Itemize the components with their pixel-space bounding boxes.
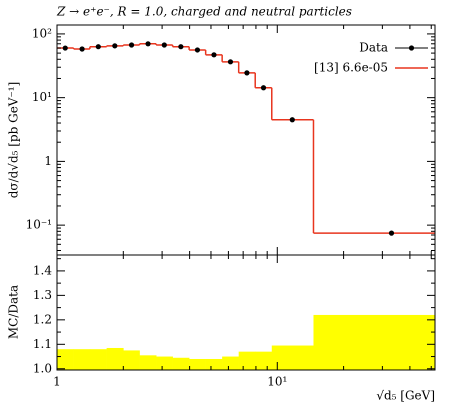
ratio-band [73, 349, 91, 370]
y-tick-label: 1 [44, 154, 52, 168]
y-tick-label: 1.0 [33, 361, 52, 375]
y-tick-label: 1.3 [33, 288, 52, 302]
y-tick-label: 1.1 [33, 337, 52, 351]
data-point [289, 117, 295, 123]
ratio-band [255, 351, 273, 370]
ratio-band [205, 358, 223, 370]
plot-frame [56, 24, 436, 256]
data-point [227, 59, 234, 65]
chart-title: Z → e⁺e⁻, R = 1.0, charged and neutral p… [56, 5, 352, 19]
plot-frame [56, 254, 436, 371]
data-point [145, 41, 151, 47]
x-tick-label: 10¹ [267, 375, 287, 389]
data-point [194, 47, 201, 53]
data-point [161, 42, 167, 48]
ratio-band [271, 345, 314, 370]
data-point [128, 42, 135, 48]
y-tick-label: 1.4 [33, 263, 52, 277]
data-point [260, 85, 267, 91]
y-tick-label: 10⁻¹ [26, 218, 52, 232]
ratio-band [156, 356, 173, 370]
ratio-band [222, 356, 239, 370]
ratio-band [172, 357, 190, 370]
ratio-band [313, 314, 436, 370]
data-point [178, 44, 184, 50]
ratio-band [57, 349, 74, 370]
legend-swatch [408, 45, 415, 51]
ratio-band [89, 349, 107, 370]
data-point [388, 230, 395, 236]
y-axis-label: dσ/d√d₅ [pb GeV⁻¹] [7, 82, 21, 199]
data-point [62, 45, 68, 51]
y-tick-label: 10² [32, 26, 52, 40]
y-tick-label: 1.2 [33, 312, 52, 326]
legend-label: Data [359, 41, 388, 55]
x-tick-label: 1 [53, 375, 61, 389]
data-point [244, 70, 250, 76]
y-tick-label: 10¹ [32, 90, 52, 104]
ratio-band [189, 358, 206, 370]
data-point [95, 44, 101, 50]
ratio-band [123, 350, 140, 370]
ratio-band [106, 347, 124, 370]
data-point [79, 46, 85, 52]
data-point [112, 43, 118, 49]
y-axis-label: MC/Data [7, 285, 21, 339]
ratio-band [139, 355, 157, 370]
ratio-band [238, 351, 256, 370]
data-point [211, 52, 217, 58]
legend-label: [13] 6.6e-05 [314, 61, 388, 75]
x-axis-label: √d₅ [GeV] [376, 389, 435, 403]
